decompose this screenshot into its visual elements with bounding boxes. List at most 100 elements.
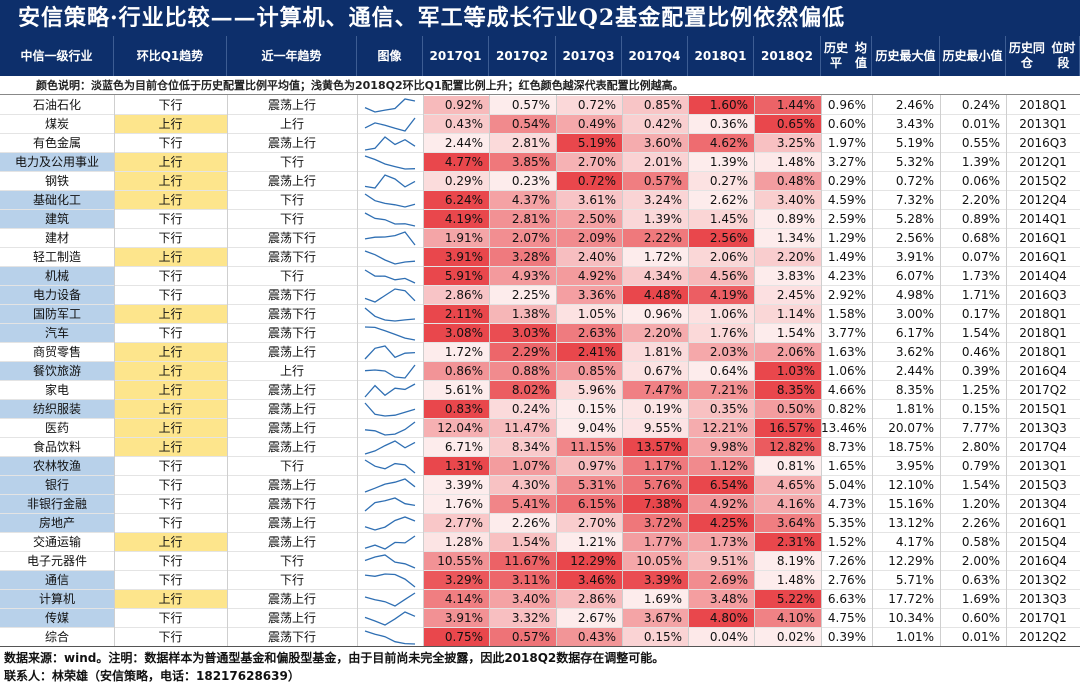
value-cell: 3.91% xyxy=(423,248,489,267)
qoq-trend: 下行 xyxy=(158,459,183,473)
industry-name: 石油石化 xyxy=(32,98,81,112)
value-cell: 0.43% xyxy=(423,115,489,134)
hist-avg: 2.92% xyxy=(827,288,866,302)
value-cell: 9.98% xyxy=(688,438,754,457)
value-cell: 9.51% xyxy=(688,552,754,571)
value-cell: 0.72% xyxy=(556,96,622,115)
hist-min: 0.68% xyxy=(961,231,1000,245)
value-cell: 2.20% xyxy=(622,324,688,343)
sparkline xyxy=(357,362,423,381)
value-cell: 4.34% xyxy=(622,267,688,286)
sparkline-svg xyxy=(364,364,416,379)
table-row: 轻工制造 上行 震荡下行 3.91% 3.28% 2.40% 1.72% 2.06% 2.20%… xyxy=(0,248,1080,267)
column-header: 历史最大值 xyxy=(872,36,940,76)
column-divider xyxy=(940,95,941,646)
hist-avg: 4.59% xyxy=(827,193,866,207)
value-cell: 1.31% xyxy=(423,457,489,476)
column-divider xyxy=(1006,95,1007,646)
value-cell: 4.14% xyxy=(423,590,489,609)
value-cell: 1.21% xyxy=(556,533,622,552)
value-cell: 2.40% xyxy=(556,248,622,267)
table-row: 汽车 下行 震荡下行 3.08% 3.03% 2.63% 2.20% 1.76% 1.54% 3.… xyxy=(0,324,1080,343)
hist-avg: 0.39% xyxy=(827,630,866,644)
value-cell: 1.39% xyxy=(622,210,688,229)
color-legend-note: 颜色说明：淡蓝色为目前仓位低于历史配置比例平均值；浅黄色为2018Q2环比Q1配… xyxy=(0,76,1080,95)
row-divider xyxy=(0,266,1080,267)
table-row: 机械 下行 下行 5.91% 4.93% 4.92% 4.34% 4.56% 3.83% 4.23… xyxy=(0,267,1080,286)
value-cell: 1.17% xyxy=(622,457,688,476)
value-cell: 13.57% xyxy=(622,438,688,457)
value-cell: 3.72% xyxy=(622,514,688,533)
table-row: 交通运输 上行 震荡上行 1.28% 1.54% 1.21% 1.77% 1.73% 2.31%… xyxy=(0,533,1080,552)
year-trend: 震荡上行 xyxy=(267,383,316,397)
hist-min: 0.46% xyxy=(961,345,1000,359)
sparkline xyxy=(357,495,423,514)
value-cell: 11.15% xyxy=(556,438,622,457)
sparkline xyxy=(357,400,423,419)
value-cell: 2.86% xyxy=(556,590,622,609)
column-header-line: 历史最小 xyxy=(942,48,991,63)
sparkline xyxy=(357,286,423,305)
hist-max: 6.17% xyxy=(895,326,934,340)
hist-min: 2.20% xyxy=(961,193,1000,207)
hist-max: 13.12% xyxy=(888,516,934,530)
same-period: 2015Q1 xyxy=(1019,402,1067,416)
hist-min: 0.55% xyxy=(961,136,1000,150)
value-cell: 1.03% xyxy=(754,362,821,381)
contact-line: 联系人：林荣雄（安信策略，电话：18217628639） xyxy=(4,669,300,683)
table-row: 农林牧渔 下行 下行 1.31% 1.07% 0.97% 1.17% 1.12% 0.81% 1.… xyxy=(0,457,1080,476)
row-divider xyxy=(0,494,1080,495)
value-cell: 0.19% xyxy=(622,400,688,419)
industry-name: 基础化工 xyxy=(0,191,114,210)
hist-min: 2.80% xyxy=(961,440,1000,454)
value-cell: 2.56% xyxy=(688,229,754,248)
value-cell: 1.48% xyxy=(754,571,821,590)
qoq-trend: 上行 xyxy=(114,590,227,609)
hist-avg: 0.29% xyxy=(827,174,866,188)
value-cell: 4.80% xyxy=(688,609,754,628)
hist-max: 0.72% xyxy=(895,174,934,188)
industry-name: 电力设备 xyxy=(0,286,114,305)
hist-avg: 1.29% xyxy=(827,231,866,245)
value-cell: 0.04% xyxy=(688,628,754,647)
industry-name: 煤炭 xyxy=(44,117,69,131)
value-cell: 4.16% xyxy=(754,495,821,514)
table-row: 纺织服装 上行 震荡上行 0.83% 0.24% 0.15% 0.19% 0.35% 0.50%… xyxy=(0,400,1080,419)
table-row: 建材 下行 震荡下行 1.91% 2.07% 2.09% 2.22% 2.56% 1.34% 1.… xyxy=(0,229,1080,248)
value-cell: 0.65% xyxy=(754,115,821,134)
sparkline xyxy=(357,590,423,609)
value-cell: 3.32% xyxy=(489,609,556,628)
hist-avg: 4.23% xyxy=(827,269,866,283)
value-cell: 10.05% xyxy=(622,552,688,571)
column-header: 2017Q2 xyxy=(489,36,556,76)
same-period: 2016Q1 xyxy=(1019,516,1067,530)
sparkline-path xyxy=(364,193,416,208)
column-header: 图像 xyxy=(357,36,423,76)
column-divider xyxy=(754,95,755,646)
year-trend: 下行 xyxy=(279,459,304,473)
value-cell: 3.24% xyxy=(622,191,688,210)
sparkline-path xyxy=(364,174,416,189)
year-trend: 震荡下行 xyxy=(267,307,316,321)
column-header-line: 历史最大 xyxy=(875,48,924,63)
value-cell: 1.73% xyxy=(688,533,754,552)
row-divider xyxy=(0,380,1080,381)
value-cell: 2.26% xyxy=(489,514,556,533)
value-cell: 3.64% xyxy=(754,514,821,533)
value-cell: 6.24% xyxy=(423,191,489,210)
value-cell: 2.81% xyxy=(489,134,556,153)
value-cell: 3.40% xyxy=(489,590,556,609)
data-source-note: 数据来源：wind。注明：数据样本为普通型基金和偏股型基金，由于目前尚未完全披露… xyxy=(4,651,665,665)
table-row: 非银行金融 下行 震荡下行 1.76% 5.41% 6.15% 7.38% 4.92% 4.16… xyxy=(0,495,1080,514)
column-header: 2018Q2 xyxy=(754,36,821,76)
sparkline-path xyxy=(364,117,416,132)
same-period: 2013Q1 xyxy=(1019,117,1067,131)
hist-max: 5.28% xyxy=(895,212,934,226)
value-cell: 2.25% xyxy=(489,286,556,305)
same-period: 2012Q2 xyxy=(1019,630,1067,644)
column-divider xyxy=(556,95,557,646)
qoq-trend: 上行 xyxy=(114,533,227,552)
value-cell: 4.48% xyxy=(622,286,688,305)
value-cell: 1.60% xyxy=(688,96,754,115)
